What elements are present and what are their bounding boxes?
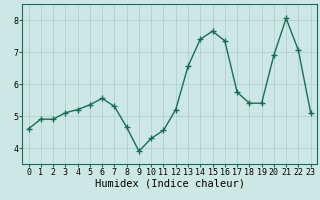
X-axis label: Humidex (Indice chaleur): Humidex (Indice chaleur) <box>95 179 244 189</box>
